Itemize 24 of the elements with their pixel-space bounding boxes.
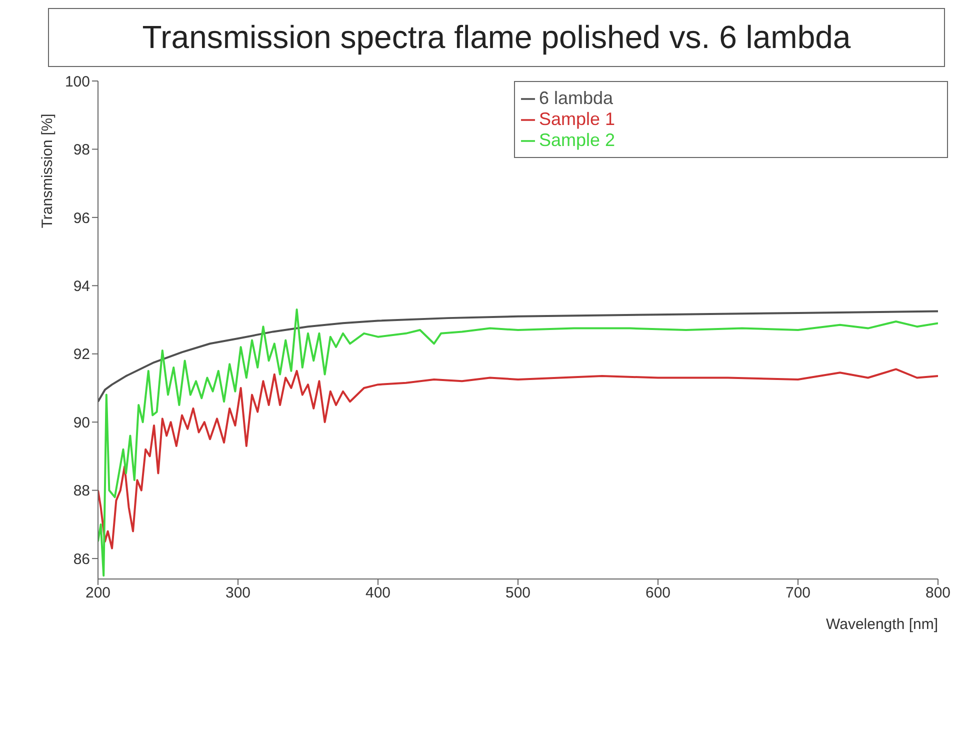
x-tick-label: 700 bbox=[785, 584, 811, 602]
y-tick-label: 86 bbox=[73, 550, 90, 568]
y-tick-label: 90 bbox=[73, 414, 90, 432]
x-tick-label: 500 bbox=[505, 584, 531, 602]
line-series bbox=[98, 310, 938, 403]
y-tick-label: 96 bbox=[73, 210, 90, 227]
y-tick-label: 98 bbox=[73, 142, 90, 159]
legend-label: Sample 1 bbox=[539, 109, 616, 129]
x-tick-label: 200 bbox=[85, 584, 111, 602]
chart-title: Transmission spectra flame polished vs. 6 lambda bbox=[48, 8, 945, 67]
legend-label: Sample 2 bbox=[539, 130, 616, 150]
x-axis-title: Wavelength [nm] bbox=[826, 616, 938, 633]
line-series bbox=[98, 308, 938, 577]
line-series bbox=[98, 368, 938, 550]
legend-label: 6 lambda bbox=[539, 88, 614, 108]
x-tick-label: 600 bbox=[645, 584, 671, 602]
y-tick-label: 92 bbox=[73, 346, 90, 364]
y-axis-title: Transmission [%] bbox=[39, 114, 56, 228]
y-tick-label: 100 bbox=[64, 73, 90, 90]
x-tick-label: 400 bbox=[365, 584, 391, 602]
y-tick-label: 88 bbox=[73, 482, 90, 500]
y-tick-label: 94 bbox=[73, 278, 90, 295]
x-tick-label: 800 bbox=[925, 584, 951, 602]
x-tick-label: 300 bbox=[225, 584, 251, 602]
